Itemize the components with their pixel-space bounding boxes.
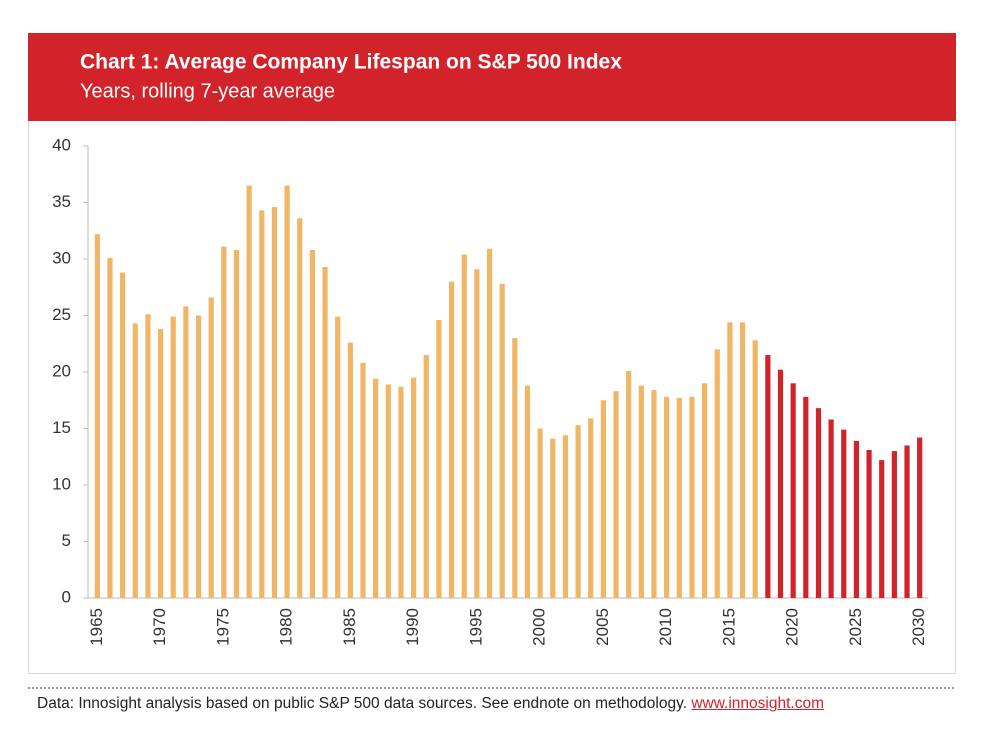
bar (183, 306, 189, 598)
bar (613, 391, 619, 598)
x-tick-label: 2025 (846, 608, 865, 646)
bar (891, 451, 897, 598)
bar (752, 340, 758, 598)
y-tick-label: 15 (52, 418, 71, 437)
bar (221, 246, 227, 598)
x-tick-label: 1980 (277, 608, 296, 646)
bar (651, 390, 657, 598)
bar (120, 272, 126, 598)
x-tick-label: 1990 (403, 608, 422, 646)
bar (297, 218, 303, 598)
x-tick-label: 1975 (213, 608, 232, 646)
x-tick-label: 2000 (530, 608, 549, 646)
bar (866, 449, 872, 598)
y-tick-label: 10 (52, 474, 71, 493)
bar (524, 385, 531, 598)
bar (94, 234, 100, 598)
y-tick-label: 25 (52, 305, 71, 324)
bar (676, 397, 682, 598)
footer: Data: Innosight analysis based on public… (37, 695, 824, 713)
x-tick-label: 1995 (466, 608, 485, 646)
bar (157, 329, 164, 598)
x-tick-label: 1965 (87, 608, 106, 646)
bar (411, 377, 417, 598)
x-tick-label: 2010 (656, 608, 675, 646)
bar (474, 269, 480, 598)
bar (423, 355, 429, 598)
x-tick-label: 2030 (909, 608, 928, 646)
bar (714, 349, 720, 598)
y-tick-label: 40 (52, 135, 71, 154)
y-tick-label: 0 (62, 587, 71, 606)
bar (853, 440, 860, 598)
bar (398, 386, 404, 598)
bar (777, 369, 784, 598)
bar (638, 385, 644, 598)
bar (284, 185, 290, 599)
bar (512, 338, 518, 598)
x-tick-label: 2020 (783, 608, 802, 646)
bar (626, 370, 632, 598)
bar (486, 248, 493, 598)
bar (385, 384, 391, 598)
bar (701, 383, 708, 598)
source: Data: Innosight analysis based on public… (37, 695, 688, 712)
bar (575, 425, 581, 598)
bar (107, 257, 113, 598)
bar (208, 297, 214, 598)
bar (170, 316, 176, 598)
bar (322, 266, 328, 598)
bar (259, 210, 265, 598)
bar (233, 249, 240, 598)
bar (347, 342, 353, 598)
bar (132, 323, 138, 598)
bar (828, 419, 834, 598)
bar (600, 400, 606, 598)
bar (917, 437, 923, 598)
header-band (28, 33, 956, 121)
y-tick-label: 30 (52, 248, 71, 267)
bar (803, 396, 809, 598)
bar (246, 185, 252, 599)
bar (335, 316, 341, 598)
bar (739, 322, 746, 598)
bar (588, 418, 594, 598)
bar (360, 362, 366, 598)
bar (765, 355, 771, 598)
bar (815, 408, 822, 598)
bar (271, 207, 278, 598)
bar (562, 435, 569, 598)
bar (537, 428, 543, 598)
bar (689, 396, 695, 598)
bar (195, 315, 202, 598)
chart-subtitle: Years, rolling 7-year average (80, 80, 335, 102)
y-tick-label: 20 (52, 361, 71, 380)
bar (879, 460, 885, 598)
bar (550, 438, 556, 598)
bar (664, 396, 670, 598)
y-tick-label: 35 (52, 192, 71, 211)
chart-title: Chart 1: Average Company Lifespan on S&P… (80, 51, 622, 74)
source-link[interactable]: www.innosight.com (691, 695, 824, 712)
bar (145, 314, 151, 598)
x-tick-label: 2005 (593, 608, 612, 646)
bar (461, 254, 467, 599)
bar (309, 249, 316, 598)
y-tick-label: 5 (62, 531, 71, 550)
x-tick-label: 1985 (340, 608, 359, 646)
bar (841, 429, 847, 598)
bar (499, 283, 505, 598)
bar (727, 322, 733, 598)
bar (790, 383, 796, 598)
x-tick-label: 1970 (150, 608, 169, 646)
bar (904, 445, 910, 598)
bar (436, 320, 442, 598)
bar (448, 281, 455, 598)
bar (373, 378, 379, 598)
x-tick-label: 2015 (719, 608, 738, 646)
